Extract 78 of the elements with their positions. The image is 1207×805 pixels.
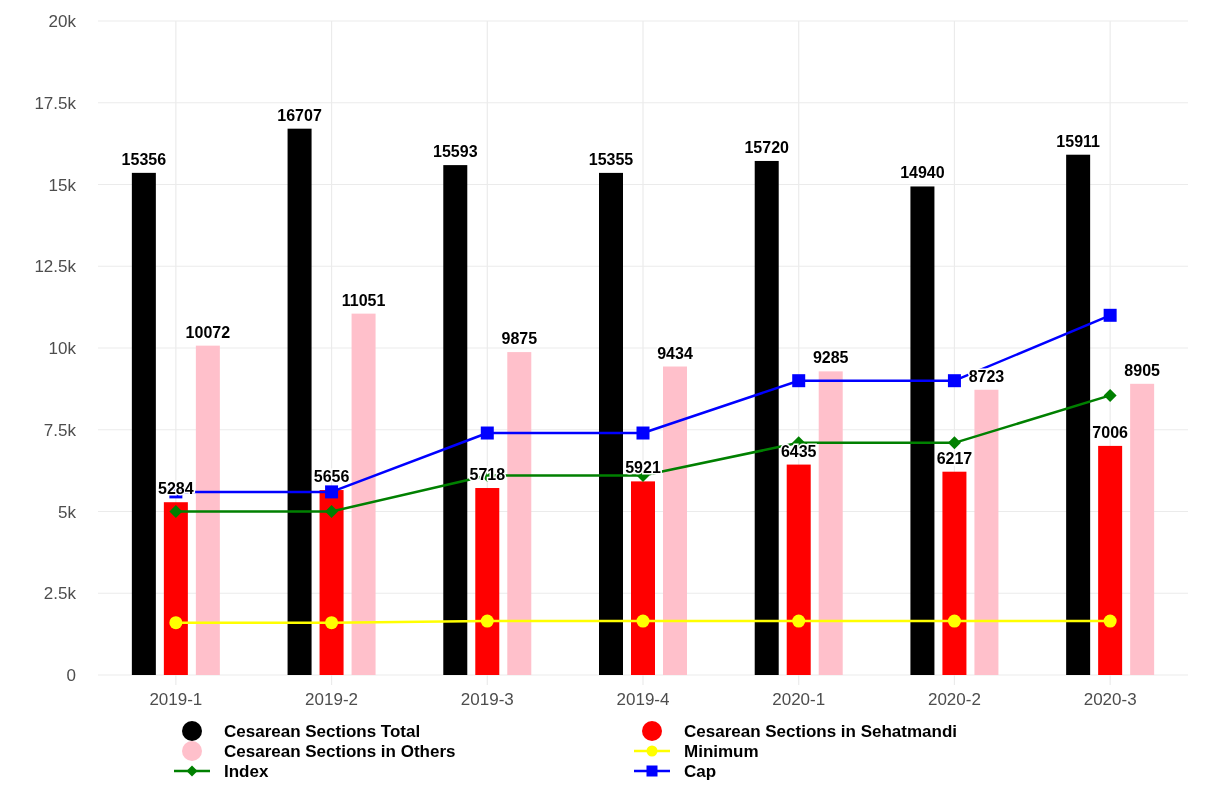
- data-label: 6435: [780, 442, 817, 460]
- legend-label: Cap: [684, 762, 717, 781]
- point: [325, 485, 339, 499]
- x-tick-label: 2019-1: [149, 690, 203, 709]
- point: [636, 426, 650, 440]
- data-label: 8723: [968, 367, 1005, 385]
- data-label: 15911: [1056, 132, 1101, 150]
- point: [947, 436, 961, 450]
- data-label: 7006: [1092, 423, 1129, 441]
- bar: [599, 172, 623, 675]
- bar: [351, 313, 376, 675]
- point: [792, 614, 806, 628]
- point: [169, 505, 183, 518]
- bar: [974, 389, 999, 675]
- data-label: 8905: [1124, 361, 1161, 379]
- bar: [818, 371, 843, 675]
- y-tick-label: 17.5k: [34, 93, 77, 113]
- point: [1103, 308, 1117, 322]
- bar: [910, 186, 935, 675]
- bar: [1130, 383, 1155, 675]
- point: [1103, 614, 1117, 628]
- bar: [1066, 154, 1091, 675]
- bar: [1098, 445, 1123, 675]
- bar: [163, 502, 188, 675]
- bar: [663, 366, 687, 675]
- point: [480, 614, 494, 628]
- data-label: 6217: [936, 449, 973, 467]
- data-label: 15593: [433, 143, 478, 161]
- data-label: 5921: [625, 459, 661, 477]
- point: [169, 616, 183, 630]
- x-tick-label: 2020-1: [772, 690, 826, 709]
- point: [325, 616, 339, 630]
- bar: [475, 488, 500, 675]
- bar: [287, 128, 312, 675]
- y-tick-label: 0: [66, 666, 76, 685]
- point: [947, 374, 961, 388]
- data-label: 15356: [121, 150, 167, 168]
- x-tick-label: 2020-3: [1083, 690, 1137, 709]
- data-label: 9434: [657, 344, 693, 362]
- legend-label: Cesarean Sections in Others: [224, 742, 456, 761]
- y-tick-label: 10k: [48, 339, 77, 358]
- bar: [754, 160, 779, 675]
- data-label: 15355: [588, 150, 634, 168]
- y-tick-label: 5k: [58, 502, 77, 522]
- point: [947, 614, 961, 628]
- data-label: 16707: [277, 106, 322, 124]
- y-tick-label: 12.5k: [34, 257, 77, 277]
- point: [325, 505, 339, 518]
- data-label: 10072: [185, 323, 231, 341]
- point: [636, 614, 650, 628]
- bar: [786, 464, 811, 675]
- x-tick-label: 2020-2: [927, 690, 981, 709]
- bar: [507, 352, 532, 675]
- bar: [631, 481, 655, 675]
- data-label: 14940: [900, 164, 945, 182]
- y-tick-label: 7.5k: [43, 420, 77, 440]
- bar: [131, 172, 156, 675]
- data-label: 9285: [812, 349, 849, 367]
- point: [792, 374, 806, 388]
- bar: [942, 471, 967, 675]
- data-label: 9875: [501, 330, 538, 348]
- y-tick-label: 15k: [48, 175, 77, 195]
- legend-label: Cesarean Sections Total: [224, 722, 421, 741]
- data-label: 15720: [744, 138, 790, 156]
- bar: [195, 345, 220, 675]
- legend-label: Minimum: [684, 742, 759, 761]
- legend-label: Index: [224, 762, 269, 781]
- legend-label: Cesarean Sections in Sehatmandi: [684, 722, 958, 741]
- bar: [443, 165, 468, 675]
- point: [1103, 388, 1117, 402]
- data-label: 5656: [313, 468, 350, 486]
- y-tick-label: 20k: [48, 12, 77, 31]
- point: [480, 426, 494, 440]
- y-tick-label: 2.5k: [43, 584, 77, 604]
- data-label: 11051: [341, 291, 386, 309]
- x-tick-label: 2019-3: [460, 690, 514, 709]
- x-tick-label: 2019-2: [305, 690, 359, 709]
- x-tick-label: 2019-4: [616, 690, 670, 709]
